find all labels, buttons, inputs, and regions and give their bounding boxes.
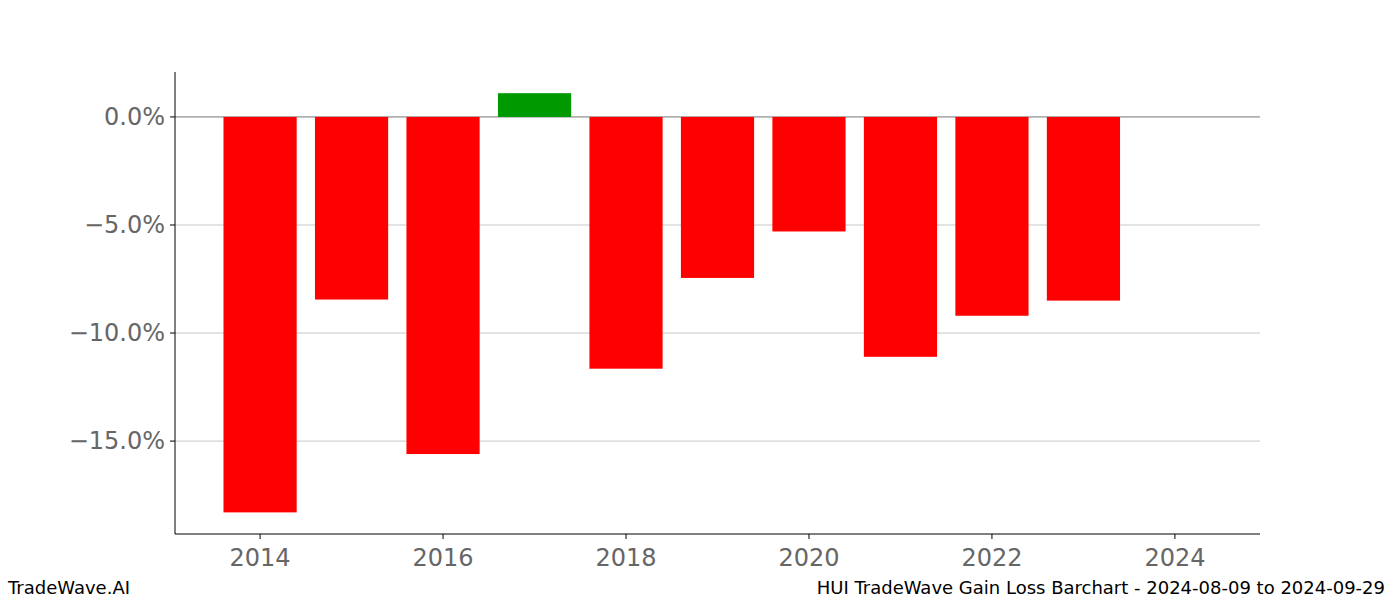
bar (772, 117, 845, 232)
x-axis-line (175, 534, 1260, 535)
chart-svg: −15.0% −10.0% −5.0% 0.0% 2014 2016 2018 2020 202… (0, 0, 1400, 600)
x-tick-label: 2020 (778, 544, 839, 572)
grid-line (175, 333, 1260, 334)
y-tick-label: −10.0% (69, 319, 165, 347)
bar (589, 117, 662, 369)
x-tick-label: 2024 (1144, 544, 1205, 572)
x-tick-label: 2014 (230, 544, 291, 572)
y-tick (170, 224, 175, 225)
bars (223, 93, 1120, 512)
y-tick-label: −5.0% (84, 211, 165, 239)
x-tick (991, 534, 992, 539)
x-tick (443, 534, 444, 539)
y-tick (170, 116, 175, 117)
bar (315, 117, 388, 300)
bar (955, 117, 1028, 316)
x-tick-label: 2016 (413, 544, 474, 572)
grid-line (175, 441, 1260, 442)
x-tick (626, 534, 627, 539)
x-tick (808, 534, 809, 539)
watermark: TradeWave.AI (7, 577, 130, 598)
y-axis-line (175, 72, 176, 534)
y-tick-label: −15.0% (69, 427, 165, 455)
bar (864, 117, 937, 357)
x-tick-label: 2018 (595, 544, 656, 572)
y-tick (170, 441, 175, 442)
y-tick-label: 0.0% (104, 103, 165, 131)
bar (1047, 117, 1120, 301)
background (0, 0, 1400, 600)
bar (681, 117, 754, 278)
bar (498, 93, 571, 117)
title: HUI TradeWave Gain Loss Barchart - 2024-… (817, 577, 1385, 598)
bar (223, 117, 296, 512)
bar (406, 117, 479, 454)
x-tick-label: 2022 (961, 544, 1022, 572)
y-tick (170, 333, 175, 334)
x-tick (1174, 534, 1175, 539)
chart-container: −15.0% −10.0% −5.0% 0.0% 2014 2016 2018 2020 202… (0, 0, 1400, 600)
x-tick (260, 534, 261, 539)
